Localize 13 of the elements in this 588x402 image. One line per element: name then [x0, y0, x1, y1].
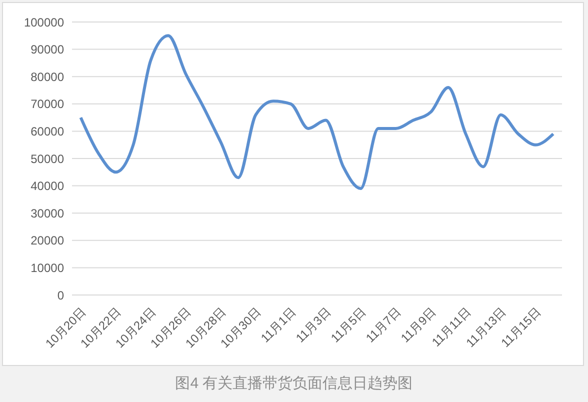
y-tick-label: 90000	[30, 42, 64, 57]
y-tick-label: 80000	[30, 70, 64, 84]
y-tick-label: 0	[57, 288, 64, 302]
y-tick-label: 40000	[30, 179, 64, 194]
y-tick-label: 100000	[24, 15, 64, 30]
y-tick-label: 30000	[30, 206, 64, 220]
text: 图4 有关直播带货负面信息日趋势图	[174, 374, 414, 393]
y-tick-label: 20000	[30, 234, 64, 248]
y-tick-label: 50000	[30, 152, 64, 166]
y-tick-label: 60000	[30, 124, 64, 138]
line-series	[79, 34, 555, 190]
y-tick-label: 70000	[30, 97, 64, 112]
y-tick-label: 10000	[30, 260, 64, 275]
